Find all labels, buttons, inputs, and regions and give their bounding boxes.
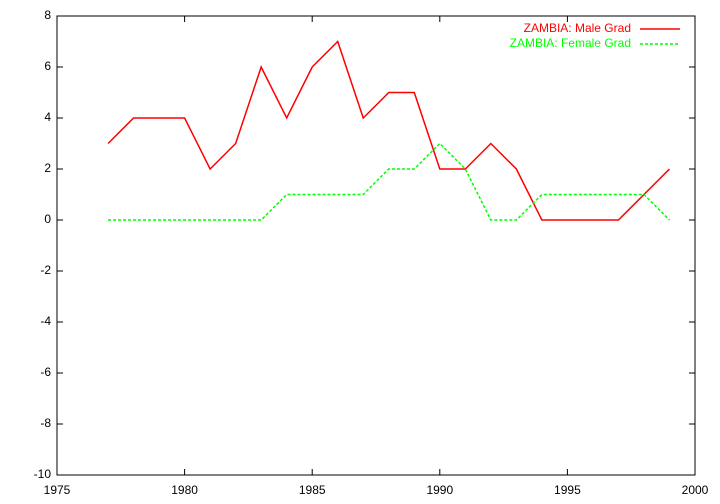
- y-tick-label: -6: [40, 365, 51, 379]
- x-tick-label: 1975: [44, 483, 71, 497]
- x-tick-label: 1995: [554, 483, 581, 497]
- series-line: [107, 40, 671, 221]
- legend-label: ZAMBIA: Female Grad: [510, 36, 631, 50]
- x-tick-label: 1985: [299, 483, 326, 497]
- y-tick-label: -4: [40, 314, 51, 328]
- series-line: [108, 142, 671, 221]
- x-tick-label: 1990: [426, 483, 453, 497]
- y-tick-label: -8: [40, 416, 51, 430]
- y-tick-label: 0: [44, 212, 51, 226]
- y-tick-label: 4: [44, 110, 51, 124]
- legend-label: ZAMBIA: Male Grad: [524, 21, 631, 35]
- y-tick-label: -10: [34, 467, 52, 481]
- x-tick-label: 1980: [171, 483, 198, 497]
- plot-frame: [56, 15, 696, 476]
- y-tick-label: 2: [44, 161, 51, 175]
- y-tick-label: 6: [44, 59, 51, 73]
- y-tick-label: 8: [44, 8, 51, 22]
- y-tick-label: -2: [40, 263, 51, 277]
- x-tick-label: 2000: [682, 483, 709, 497]
